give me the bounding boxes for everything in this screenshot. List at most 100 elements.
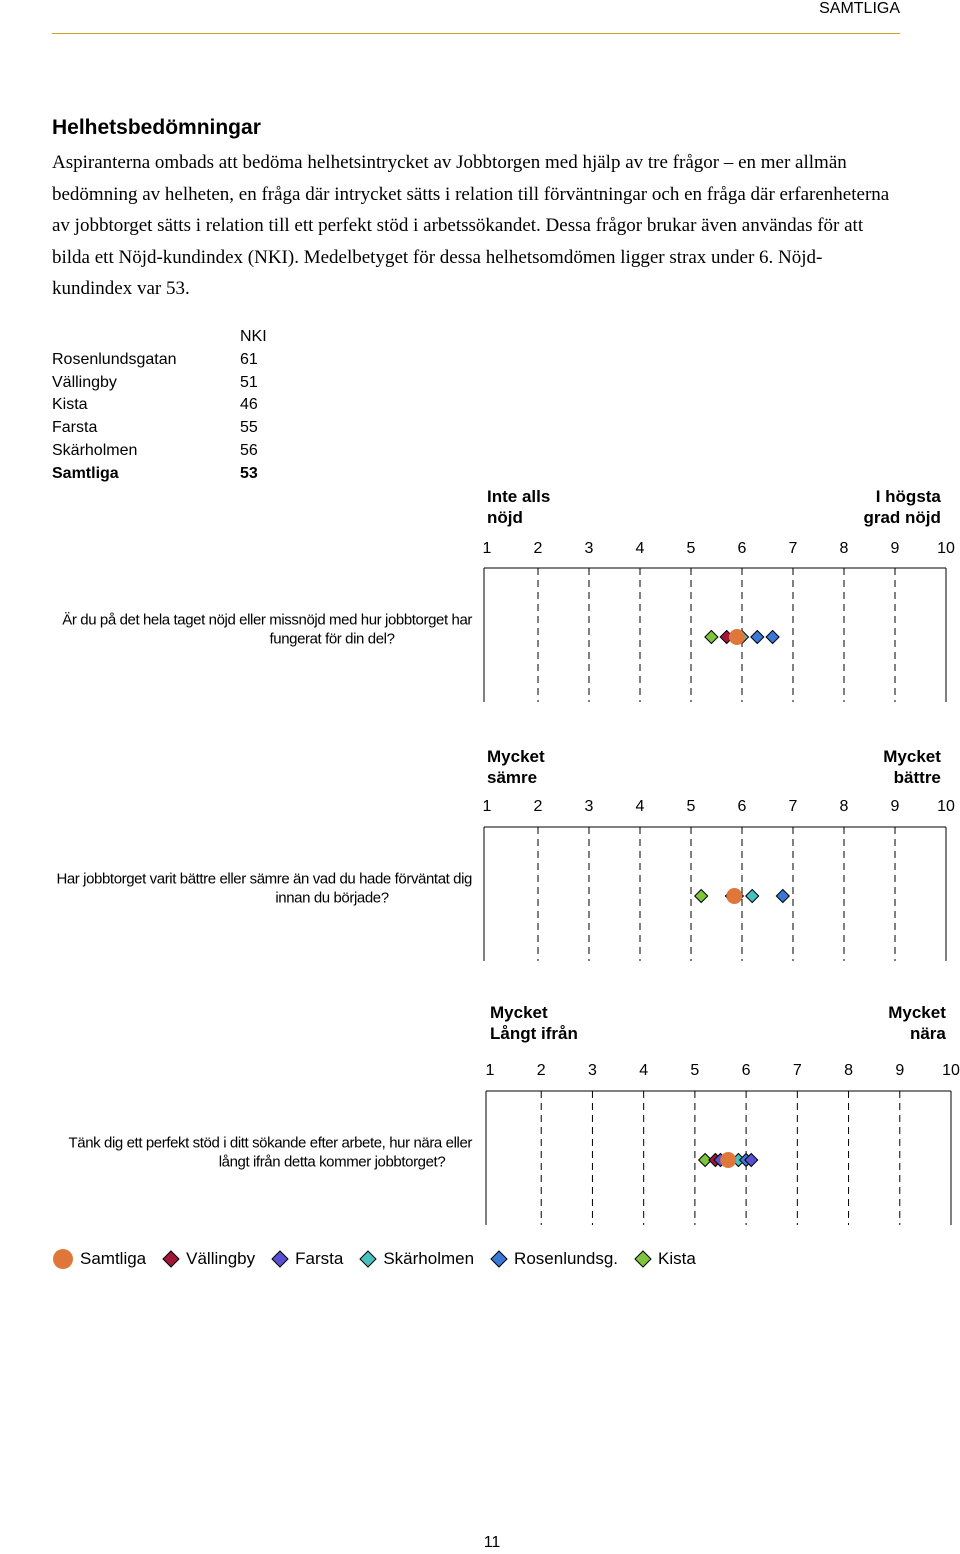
legend-item-sk-rholmen: Skärholmen xyxy=(359,1248,474,1270)
nki-row-name: Rosenlundsgatan xyxy=(52,350,177,368)
scale-high-label: Mycket bättre xyxy=(883,747,941,787)
point-rosenlundsg xyxy=(750,629,765,645)
tick-label: 7 xyxy=(793,1062,802,1079)
rating-chart-3: Mycket Långt ifrån Mycket nära 1 2 3 4 5 6 7 8 9 10 Tä… xyxy=(69,1003,960,1225)
legend-label: Farsta xyxy=(295,1249,344,1268)
tick-label: 1 xyxy=(483,798,492,815)
tick-label: 3 xyxy=(585,798,594,815)
legend-label: Samtliga xyxy=(80,1249,147,1268)
tick-label: 2 xyxy=(534,798,543,815)
legend-marker-sk-rholmen xyxy=(359,1250,378,1268)
nki-row: Farsta 55 xyxy=(52,417,267,440)
scale-low-label: Mycket Långt ifrån xyxy=(490,1003,578,1043)
legend-label: Skärholmen xyxy=(383,1249,475,1268)
nki-total-name: Samtliga xyxy=(52,464,119,482)
nki-row-name: Skärholmen xyxy=(52,441,138,459)
scale-low-label-line: Mycket xyxy=(490,1003,548,1022)
point-kista xyxy=(704,629,719,645)
nki-table: NKI Rosenlundsgatan 61 Vällingby 51 Kist… xyxy=(52,326,267,486)
point-farsta xyxy=(744,1152,759,1168)
question-label-line: Tänk dig ett perfekt stöd i ditt sökande… xyxy=(69,1135,473,1152)
point-samtliga xyxy=(726,888,743,904)
nki-total-value: 53 xyxy=(240,464,258,482)
tick-label: 7 xyxy=(789,798,798,815)
legend-item-kista: Kista xyxy=(634,1248,696,1270)
scale-high-label: Mycket nära xyxy=(888,1003,946,1043)
tick-label: 9 xyxy=(895,1062,904,1079)
tick-label: 5 xyxy=(687,540,696,557)
scale-high-label-line: Mycket xyxy=(888,1003,946,1022)
legend-item-farsta: Farsta xyxy=(271,1248,343,1270)
tick-label: 3 xyxy=(588,1062,597,1079)
tick-label: 3 xyxy=(585,540,594,557)
tick-label: 10 xyxy=(942,1062,960,1079)
rating-chart-2: Mycket sämre Mycket bättre 1 2 3 4 5 6 7 8 9 10 Har jo… xyxy=(56,747,955,961)
page-number: 11 xyxy=(483,1534,501,1551)
legend-marker-farsta xyxy=(271,1250,289,1268)
point-kista xyxy=(697,1152,713,1168)
scale-high-label-line: bättre xyxy=(894,768,941,787)
legend-label: Kista xyxy=(658,1249,696,1268)
tick-label: 10 xyxy=(937,540,955,557)
tick-label: 9 xyxy=(891,798,900,815)
nki-row-value: 55 xyxy=(240,419,258,437)
question-label-line: långt ifrån detta kommer jobbtorget? xyxy=(219,1154,446,1171)
scale-low-label-line: Mycket xyxy=(487,747,545,766)
question-label-line: fungerat för din del? xyxy=(269,631,394,648)
question-label-line: innan du började? xyxy=(275,890,388,907)
tick-label: 4 xyxy=(636,798,645,815)
tick-label: 5 xyxy=(690,1062,699,1079)
point-sk-rholmen xyxy=(744,888,760,904)
legend-diamond-icon xyxy=(634,1250,652,1268)
point-rosenlundsg xyxy=(775,888,791,904)
legend-circle-icon xyxy=(53,1249,73,1269)
tick-label: 7 xyxy=(789,540,798,557)
point-rosenlundsg xyxy=(765,629,780,645)
nki-row: Rosenlundsgatan 61 xyxy=(52,349,267,372)
legend-item-samtliga: Samtliga xyxy=(52,1248,146,1270)
intro-paragraph: Aspiranterna ombads att bedöma helhetsin… xyxy=(52,152,890,300)
scale-low-label-line: Inte alls xyxy=(487,487,550,506)
question-label-line: Har jobbtorget varit bättre eller sämre … xyxy=(56,871,472,888)
legend-marker-kista xyxy=(634,1250,652,1268)
question-label: Har jobbtorget varit bättre eller sämre … xyxy=(56,871,472,907)
scale-high-label: I högsta grad nöjd xyxy=(863,487,941,527)
header-rule xyxy=(52,33,900,34)
scale-high-label-line: Mycket xyxy=(883,747,941,766)
tick-label: 6 xyxy=(742,1062,751,1079)
tick-label: 6 xyxy=(738,798,747,815)
nki-row: Kista 46 xyxy=(52,394,267,417)
nki-header-row: NKI xyxy=(52,326,267,349)
question-label: Tänk dig ett perfekt stöd i ditt sökande… xyxy=(69,1135,473,1171)
nki-total-row: Samtliga 53 xyxy=(52,463,267,486)
nki-row: Skärholmen 56 xyxy=(52,440,267,463)
chart-legend: Samtliga Vällingby Farsta Skärholmen Rosenlu… xyxy=(52,1248,712,1270)
scale-low-label: Mycket sämre xyxy=(487,747,545,787)
scale-low-label-line: Långt ifrån xyxy=(490,1024,578,1043)
point-kista xyxy=(693,888,709,904)
tick-label: 4 xyxy=(639,1062,648,1079)
nki-row-name: Kista xyxy=(52,396,88,414)
tick-label: 9 xyxy=(891,540,900,557)
legend-label: Rosenlundsg. xyxy=(514,1249,619,1268)
scale-high-label-line: grad nöjd xyxy=(863,508,940,527)
legend-marker-rosenlundsg xyxy=(490,1250,508,1268)
scale-high-label-line: nära xyxy=(910,1024,946,1043)
section-header: SAMTLIGA xyxy=(819,0,900,17)
question-label: Är du på det hela taget nöjd eller missn… xyxy=(62,612,472,648)
nki-header: NKI xyxy=(240,328,267,345)
legend-item-rosenlundsg: Rosenlundsg. xyxy=(490,1248,618,1270)
legend-marker-samtliga xyxy=(53,1249,73,1269)
tick-label: 8 xyxy=(840,798,849,815)
nki-row-name: Farsta xyxy=(52,419,98,437)
scale-high-label-line: I högsta xyxy=(876,487,942,506)
tick-label: 4 xyxy=(636,540,645,557)
tick-label: 1 xyxy=(486,1062,495,1079)
nki-row-value: 56 xyxy=(240,441,258,459)
nki-row-value: 46 xyxy=(240,396,258,414)
legend-marker-v-llingby xyxy=(162,1250,180,1268)
tick-label: 10 xyxy=(937,798,955,815)
legend-diamond-icon xyxy=(162,1250,180,1268)
legend-diamond-icon xyxy=(271,1250,289,1268)
